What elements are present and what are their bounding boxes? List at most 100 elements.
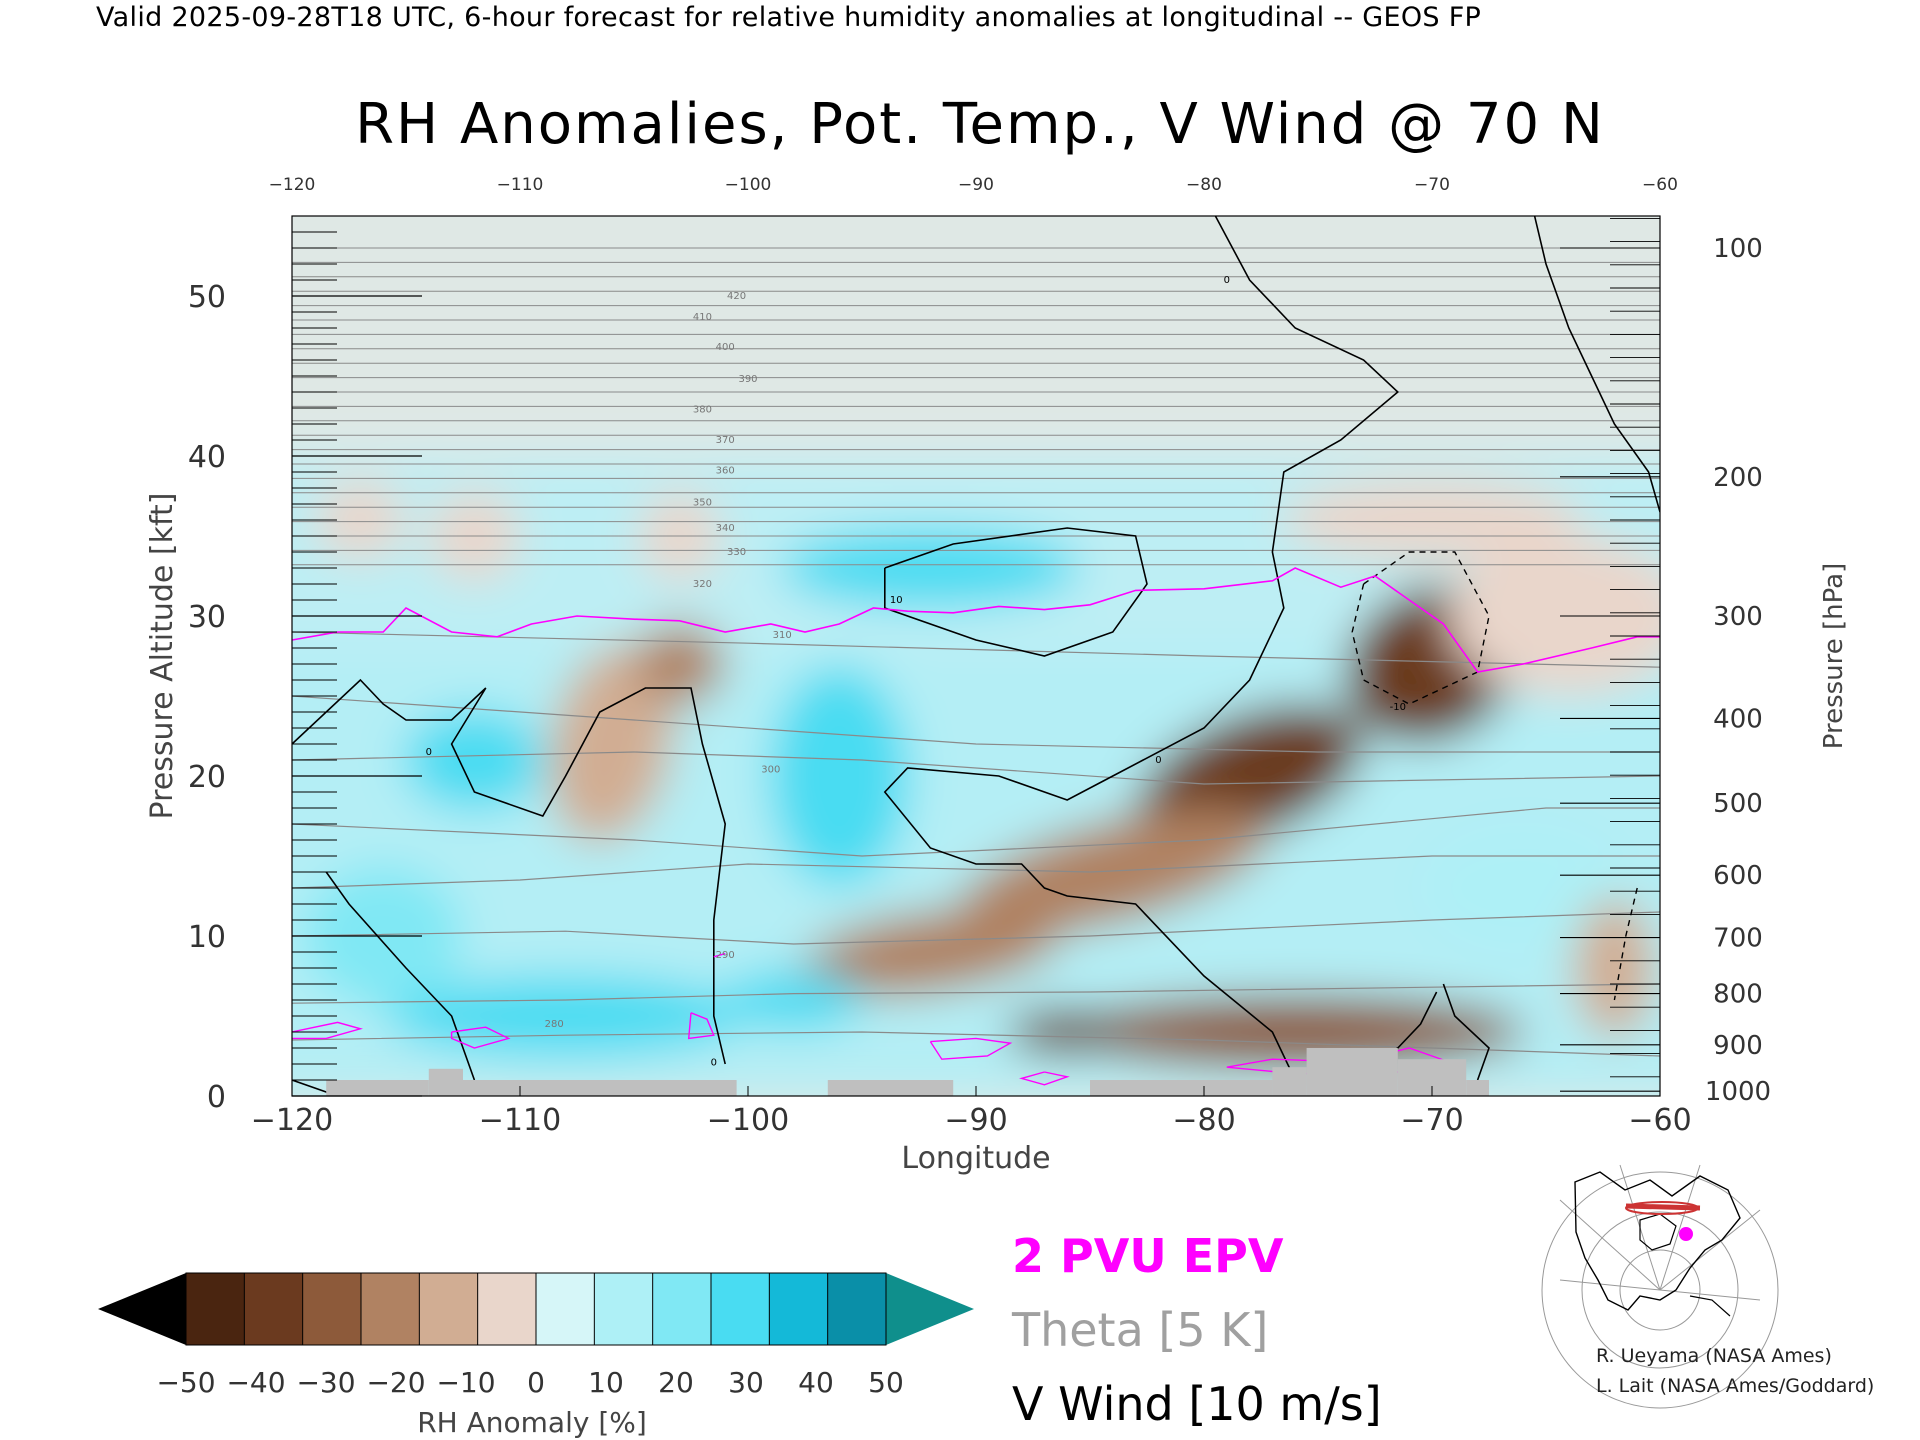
- terrain-block: [428, 1068, 463, 1096]
- theta-label: 380: [693, 405, 712, 416]
- credit-line-2: L. Lait (NASA Ames/Goddard): [1596, 1375, 1874, 1397]
- theta-label: 280: [545, 1019, 564, 1030]
- colorbar-frame: [185, 1272, 887, 1346]
- theta-line: [292, 983, 1660, 1004]
- field-blob: [1282, 480, 1582, 560]
- colorbar-tick-label: −20: [366, 1366, 425, 1399]
- field-blob: [315, 480, 406, 560]
- terrain-block: [1090, 1080, 1273, 1096]
- terrain-block: [1272, 1067, 1307, 1096]
- vwind-line: [883, 216, 1400, 1081]
- x-top-tick-label: −80: [1186, 175, 1222, 195]
- vwind-label: -10: [1390, 702, 1406, 713]
- p-tick-label: 800: [1713, 980, 1763, 1010]
- y-axis-label-right: Pressure [hPa]: [1819, 563, 1849, 750]
- colorbar-tick-label: −40: [226, 1366, 285, 1399]
- colorbar-swatch: [536, 1273, 595, 1345]
- header-valid-time: Valid 2025-09-28T18 UTC, 6-hour forecast…: [96, 2, 1482, 33]
- colorbar-swatch: [594, 1273, 654, 1345]
- x-top-tick-label: −60: [1642, 175, 1678, 195]
- x-top-tick-label: −120: [269, 175, 316, 195]
- epv-line: [929, 1037, 1013, 1060]
- colorbar-over-arrow: [886, 1273, 974, 1345]
- colorbar-swatch: [302, 1273, 362, 1345]
- vwind-contours: [292, 216, 1660, 1096]
- theta-line: [292, 1031, 1660, 1057]
- vwind-line: [884, 527, 1148, 657]
- field-blob: [1007, 1010, 1128, 1054]
- vwind-line: [1442, 983, 1490, 1081]
- colorbar-tick-label: −30: [296, 1366, 355, 1399]
- terrain: [326, 1048, 1489, 1096]
- chart-title: RH Anomalies, Pot. Temp., V Wind @ 70 N: [355, 92, 1605, 157]
- terrain-block: [463, 1080, 737, 1096]
- theta-label-group: 420 410 400 390 380 370 360 350 340 330 320 310 300 2…: [545, 291, 792, 1030]
- y-tick-label: 10: [188, 920, 226, 955]
- theta-label: 400: [716, 342, 735, 353]
- axes: −120 −120 −110 −110 −100 −100 −90 −90 −80 −80 −70 −…: [188, 175, 1771, 1138]
- field-blob: [723, 970, 864, 1030]
- theta-label: 420: [727, 291, 746, 302]
- theta-line: [292, 751, 1660, 785]
- p-tick-label: 600: [1713, 861, 1763, 891]
- locator-marker-icon: [1679, 1227, 1693, 1241]
- epv-line: [292, 1021, 363, 1040]
- colorbar-swatch: [652, 1273, 712, 1345]
- p-tick-label: 700: [1713, 924, 1763, 954]
- epv-line: [292, 567, 1660, 673]
- x-axis-label: Longitude: [901, 1141, 1050, 1176]
- field-layer: [292, 216, 1660, 456]
- p-tick-label: 400: [1713, 704, 1763, 734]
- theta-label: 390: [738, 374, 757, 385]
- x-tick-label: −80: [1172, 1103, 1235, 1138]
- field-blob: [634, 624, 725, 704]
- legend-epv: 2 PVU EPV: [1012, 1229, 1284, 1283]
- colorbar-tick-label: −10: [436, 1366, 495, 1399]
- rh-anomaly-field: [292, 216, 1660, 1096]
- vwind-line: [292, 678, 727, 1065]
- field-blob: [801, 908, 1060, 996]
- y-tick-label: 50: [188, 280, 226, 315]
- field-blob: [404, 710, 545, 810]
- colorbar-tick-label: 40: [798, 1366, 834, 1399]
- y-tick-label: 0: [207, 1080, 226, 1115]
- terrain-block: [1306, 1048, 1398, 1096]
- vwind-line: [1613, 887, 1638, 1001]
- epv-line: [1019, 1071, 1070, 1086]
- field-blob: [1574, 898, 1655, 1038]
- theta-line: [292, 911, 1660, 945]
- colorbar-swatch: [827, 1273, 887, 1345]
- theta-label: 370: [716, 435, 735, 446]
- y-tick-label: 40: [188, 440, 226, 475]
- colorbar-tick-label: 0: [527, 1366, 545, 1399]
- terrain-block: [827, 1080, 954, 1096]
- colorbar-swatch: [769, 1273, 829, 1345]
- colorbar-tick-label: 50: [868, 1366, 904, 1399]
- vwind-label: 0: [1155, 755, 1161, 766]
- colorbar-swatch: [361, 1273, 420, 1345]
- vwind-label: 10: [890, 595, 903, 606]
- vwind-label: 0: [1224, 275, 1230, 286]
- theta-label: 340: [716, 523, 735, 534]
- x-tick-label: −100: [707, 1103, 789, 1138]
- colorbar-swatch: [186, 1273, 245, 1345]
- legend-vwind: V Wind [10 m/s]: [1012, 1377, 1382, 1431]
- y-tick-label: 20: [188, 760, 226, 795]
- field-blob: [1065, 996, 1526, 1068]
- epv-line: [713, 952, 726, 958]
- colorbar-tick-label: 30: [728, 1366, 764, 1399]
- theta-line: [292, 631, 1660, 668]
- colorbar-swatch: [477, 1273, 537, 1345]
- theta-label: 360: [716, 465, 735, 476]
- x-tick-label: −60: [1628, 1103, 1691, 1138]
- theta-contours: [292, 247, 1660, 1057]
- colorbar-under-arrow: [98, 1273, 186, 1345]
- field-blob: [385, 976, 746, 1056]
- epv-line: [687, 1012, 715, 1040]
- p-tick-label: 300: [1713, 602, 1763, 632]
- field-blob: [548, 645, 674, 843]
- x-tick-label: −70: [1400, 1103, 1463, 1138]
- colorbar-swatch: [419, 1273, 479, 1345]
- y-axis-label: Pressure Altitude [kft]: [145, 493, 180, 820]
- p-tick-label: 900: [1713, 1031, 1763, 1061]
